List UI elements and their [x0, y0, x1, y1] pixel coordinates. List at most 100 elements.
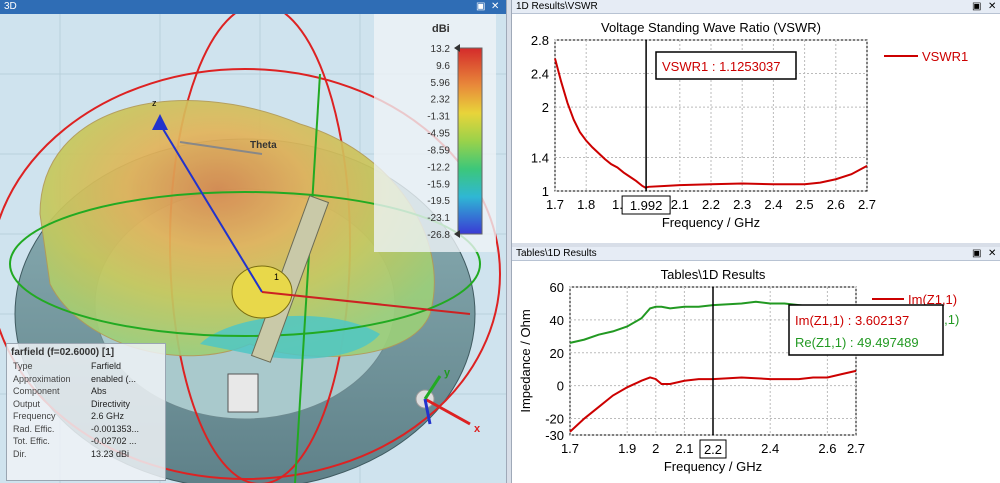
- impedance-titlebar: Tables\1D Results ▣ ✕: [512, 247, 1000, 261]
- y-tick-label: 40: [550, 313, 564, 328]
- colorbar-tick-label: -15.9: [427, 179, 450, 190]
- info-key: Approximation: [13, 373, 71, 384]
- theta-direction: [179, 141, 263, 155]
- z-axis: [159, 123, 263, 293]
- info-key: Type: [13, 361, 33, 371]
- colorbar-tick-label: -4.95: [427, 129, 450, 140]
- x-tick-label: 2.7: [858, 197, 876, 212]
- colorbar-top-arrow-icon[interactable]: [454, 44, 460, 52]
- radiation-lobe: [39, 100, 435, 357]
- red-sphere-circle: [0, 68, 501, 480]
- colorbar-tick-label: -1.31: [427, 112, 450, 123]
- vswr-panel-title: 1D Results\VSWR: [516, 1, 598, 12]
- x-tick-label: 2.5: [796, 197, 814, 212]
- marker-x-box: [699, 439, 727, 459]
- x-tick-label: 1.7: [546, 197, 564, 212]
- close-icon[interactable]: ✕: [491, 1, 500, 12]
- x-tick-label: 2.4: [764, 197, 782, 212]
- marker-label-box: [655, 51, 797, 80]
- info-value: 2.6 GHz: [91, 411, 125, 421]
- info-value: Farfield: [91, 361, 122, 371]
- maximize-icon[interactable]: ▣: [476, 1, 486, 12]
- info-key: Output: [13, 398, 41, 409]
- colorbar-bottom-arrow-icon[interactable]: [454, 230, 460, 238]
- x-tick-label: 2.3: [733, 197, 751, 212]
- info-value: -0.02702 ...: [91, 436, 137, 446]
- colorbar-legend: dBi 13.2 9.6 5.96 2.32 -1.31 -4.95 -8.59 -12.2 -…: [374, 14, 496, 252]
- colorbar-tick-label: -19.5: [427, 196, 450, 207]
- impedance-panel[interactable]: Tables\1D Results ▣ ✕ Tables\1D Results -…: [512, 247, 1000, 483]
- y-tick-label: 1.4: [531, 150, 549, 165]
- x-tick-label: 1.9: [618, 441, 636, 456]
- colorbar-tick-label: 2.32: [431, 95, 451, 106]
- info-row: Component Abs: [7, 385, 165, 398]
- y-tick-label: 2.8: [531, 33, 549, 48]
- y-axis-label: Impedance / Ohm: [518, 309, 533, 412]
- colorbar-tick-label: 5.96: [431, 78, 451, 89]
- farfield-3d-panel[interactable]: 3D ▣ ✕: [0, 0, 506, 483]
- info-row: Approximation enabled (...: [7, 373, 165, 386]
- colorbar-tick-label: 13.2: [431, 44, 451, 55]
- close-icon[interactable]: ✕: [988, 248, 997, 259]
- x-tick-label: 2: [652, 441, 659, 456]
- info-value: enabled (...: [91, 373, 137, 384]
- feed-block: [227, 373, 259, 413]
- panel-3d-title: 3D: [4, 1, 17, 12]
- colorbar-gradient: [457, 47, 483, 235]
- marker-x-value: 2.2: [704, 442, 722, 457]
- info-heading: farfield (f=02.6000) [1]: [11, 347, 115, 358]
- y-tick-label: -20: [545, 412, 564, 427]
- info-row: Output Directivity: [7, 398, 165, 411]
- x-tick-label: 2.6: [827, 197, 845, 212]
- y-tick-label: 2.4: [531, 67, 549, 82]
- triad-x-label: x: [474, 423, 481, 435]
- info-row: Tot. Effic. -0.02702 ...: [7, 435, 165, 448]
- panel-3d-titlebar: 3D ▣ ✕: [0, 0, 506, 14]
- series-line: [569, 369, 857, 433]
- info-key: Frequency: [13, 411, 56, 421]
- vswr-chart[interactable]: Voltage Standing Wave Ratio (VSWR) 1 1.4 2 2…: [512, 14, 1000, 243]
- y-tick-label: 60: [550, 280, 564, 295]
- y-tick-label: 20: [550, 346, 564, 361]
- y-tick-label: 0: [557, 379, 564, 394]
- info-key: Dir.: [13, 448, 27, 459]
- info-value: Directivity: [91, 398, 131, 409]
- info-key: Component: [13, 386, 60, 396]
- colorbar-tick-label: 9.6: [436, 61, 450, 72]
- info-row: Rad. Effic. -0.001353...: [7, 423, 165, 436]
- x-tick-label: 2.1: [671, 197, 689, 212]
- legend-label: VSWR1: [922, 49, 968, 64]
- axis-triad: x y: [415, 367, 481, 435]
- x-tick-label: 2.4: [761, 441, 779, 456]
- colorbar-tick-label: -23.1: [427, 213, 450, 224]
- green-meridian: [294, 73, 321, 483]
- maximize-icon[interactable]: ▣: [972, 248, 982, 259]
- horizontal-splitter[interactable]: [512, 243, 1000, 247]
- info-value: Abs: [91, 386, 107, 396]
- port-label: 1: [274, 272, 279, 282]
- chart-title: Voltage Standing Wave Ratio (VSWR): [601, 20, 821, 35]
- vertical-splitter[interactable]: [506, 0, 512, 483]
- info-row: Dir. 13.23 dBi: [7, 448, 165, 461]
- y-tick-label: -30: [545, 428, 564, 443]
- y-tick-label: 2: [542, 100, 549, 115]
- vswr-panel[interactable]: 1D Results\VSWR ▣ ✕ Voltage Standing Wav…: [512, 0, 1000, 243]
- legend-label: Im(Z1,1): [908, 292, 957, 307]
- close-icon[interactable]: ✕: [988, 1, 997, 12]
- x-tick-label: 2.1: [675, 441, 693, 456]
- x-tick-label: 1.7: [561, 441, 579, 456]
- marker-x-box: [621, 195, 671, 215]
- chart-title: Tables\1D Results: [661, 267, 766, 282]
- x-tick-label: 2.6: [818, 441, 836, 456]
- info-value: 13.23 dBi: [91, 448, 130, 459]
- impedance-chart[interactable]: Tables\1D Results -30-20 0 20 40 60 1.7 1.9 2 2.1…: [512, 261, 1000, 483]
- x-tick-label: 2.7: [847, 441, 865, 456]
- info-value: -0.001353...: [91, 423, 140, 434]
- series-line: [554, 58, 868, 189]
- theta-label: Theta: [250, 140, 277, 151]
- farfield-info-box: farfield (f=02.6000) [1] Type Farfield App…: [6, 343, 166, 481]
- z-axis-arrow: [152, 114, 168, 130]
- x-axis-label: Frequency / GHz: [664, 459, 762, 474]
- maximize-icon[interactable]: ▣: [972, 1, 982, 12]
- colorbar-tick-label: -26.8: [427, 230, 450, 241]
